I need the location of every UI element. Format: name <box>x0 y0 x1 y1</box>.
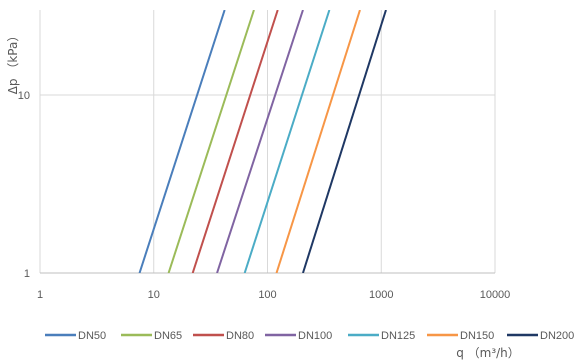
series-line-dn200 <box>302 10 387 273</box>
x-tick-label: 10000 <box>480 289 511 301</box>
legend-label-dn100: DN100 <box>298 330 332 342</box>
y-axis-label: Δp （kPa） <box>6 30 20 95</box>
series-line-dn65 <box>167 10 255 273</box>
series-line-dn80 <box>191 10 279 273</box>
legend-label-dn150: DN150 <box>460 330 494 342</box>
series-lines <box>138 10 387 273</box>
x-axis-label: q （m³/h） <box>456 346 520 360</box>
series-line-dn150 <box>275 10 361 273</box>
y-tick-label: 1 <box>24 268 30 280</box>
x-tick-label: 1 <box>37 289 43 301</box>
series-line-dn125 <box>243 10 331 273</box>
x-tick-labels: 1 10 100 1000 10000 <box>37 289 510 301</box>
y-tick-label: 10 <box>18 90 30 102</box>
series-line-dn50 <box>138 10 226 273</box>
gridlines <box>39 10 496 274</box>
legend-label-dn125: DN125 <box>381 330 415 342</box>
legend-label-dn200: DN200 <box>540 330 574 342</box>
legend: DN50 DN65 DN80 DN100 DN125 DN150 DN200 <box>45 330 574 342</box>
x-tick-label: 1000 <box>369 289 393 301</box>
legend-label-dn65: DN65 <box>154 330 182 342</box>
series-line-dn100 <box>216 10 304 273</box>
x-tick-label: 100 <box>258 289 276 301</box>
legend-label-dn80: DN80 <box>226 330 254 342</box>
y-tick-labels: 1 10 <box>18 90 30 280</box>
x-tick-label: 10 <box>148 289 160 301</box>
legend-label-dn50: DN50 <box>78 330 106 342</box>
